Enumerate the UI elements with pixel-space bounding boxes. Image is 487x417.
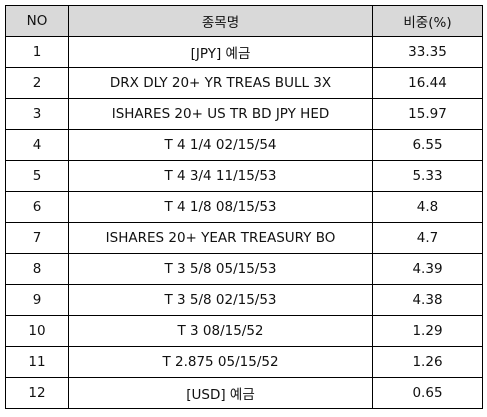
cell-weight: 1.29 — [372, 315, 483, 347]
table-row: 6 T 4 1/8 08/15/53 4.8 — [5, 191, 483, 223]
cell-weight: 4.8 — [372, 191, 483, 223]
cell-name: T 4 1/8 08/15/53 — [68, 191, 373, 223]
table-row: 2 DRX DLY 20+ YR TREAS BULL 3X 16.44 — [5, 67, 483, 99]
cell-no: 5 — [5, 160, 69, 192]
table-row: 8 T 3 5/8 05/15/53 4.39 — [5, 253, 483, 285]
cell-no: 11 — [5, 346, 69, 378]
cell-name: [USD] 예금 — [68, 377, 373, 409]
cell-no: 1 — [5, 36, 69, 68]
cell-no: 3 — [5, 98, 69, 130]
table-row: 4 T 4 1/4 02/15/54 6.55 — [5, 129, 483, 161]
holdings-table-container: NO 종목명 비중(%) 1 [JPY] 예금 33.35 2 DRX DLY … — [5, 5, 483, 409]
cell-no: 8 — [5, 253, 69, 285]
table-row: 12 [USD] 예금 0.65 — [5, 377, 483, 409]
table-row: 10 T 3 08/15/52 1.29 — [5, 315, 483, 347]
header-weight: 비중(%) — [372, 5, 483, 37]
cell-no: 7 — [5, 222, 69, 254]
cell-no: 9 — [5, 284, 69, 316]
cell-name: T 4 3/4 11/15/53 — [68, 160, 373, 192]
cell-no: 4 — [5, 129, 69, 161]
cell-weight: 4.38 — [372, 284, 483, 316]
cell-name: T 3 5/8 02/15/53 — [68, 284, 373, 316]
table-row: 5 T 4 3/4 11/15/53 5.33 — [5, 160, 483, 192]
cell-weight: 4.7 — [372, 222, 483, 254]
table-row: 11 T 2.875 05/15/52 1.26 — [5, 346, 483, 378]
cell-weight: 0.65 — [372, 377, 483, 409]
cell-name: ISHARES 20+ US TR BD JPY HED — [68, 98, 373, 130]
cell-weight: 4.39 — [372, 253, 483, 285]
cell-weight: 6.55 — [372, 129, 483, 161]
cell-name: ISHARES 20+ YEAR TREASURY BO — [68, 222, 373, 254]
cell-name: T 3 5/8 05/15/53 — [68, 253, 373, 285]
cell-weight: 1.26 — [372, 346, 483, 378]
table-row: 7 ISHARES 20+ YEAR TREASURY BO 4.7 — [5, 222, 483, 254]
table-row: 1 [JPY] 예금 33.35 — [5, 36, 483, 68]
table-header: NO 종목명 비중(%) — [5, 5, 483, 37]
header-row: NO 종목명 비중(%) — [5, 5, 483, 37]
table-row: 9 T 3 5/8 02/15/53 4.38 — [5, 284, 483, 316]
cell-weight: 5.33 — [372, 160, 483, 192]
cell-weight: 33.35 — [372, 36, 483, 68]
holdings-table: NO 종목명 비중(%) 1 [JPY] 예금 33.35 2 DRX DLY … — [5, 5, 483, 409]
header-no: NO — [5, 5, 69, 37]
cell-no: 12 — [5, 377, 69, 409]
table-row: 3 ISHARES 20+ US TR BD JPY HED 15.97 — [5, 98, 483, 130]
cell-weight: 15.97 — [372, 98, 483, 130]
cell-name: T 3 08/15/52 — [68, 315, 373, 347]
table-body: 1 [JPY] 예금 33.35 2 DRX DLY 20+ YR TREAS … — [5, 36, 483, 409]
cell-weight: 16.44 — [372, 67, 483, 99]
cell-name: [JPY] 예금 — [68, 36, 373, 68]
cell-name: T 2.875 05/15/52 — [68, 346, 373, 378]
cell-no: 2 — [5, 67, 69, 99]
cell-name: T 4 1/4 02/15/54 — [68, 129, 373, 161]
cell-name: DRX DLY 20+ YR TREAS BULL 3X — [68, 67, 373, 99]
cell-no: 10 — [5, 315, 69, 347]
header-name: 종목명 — [68, 5, 373, 37]
cell-no: 6 — [5, 191, 69, 223]
